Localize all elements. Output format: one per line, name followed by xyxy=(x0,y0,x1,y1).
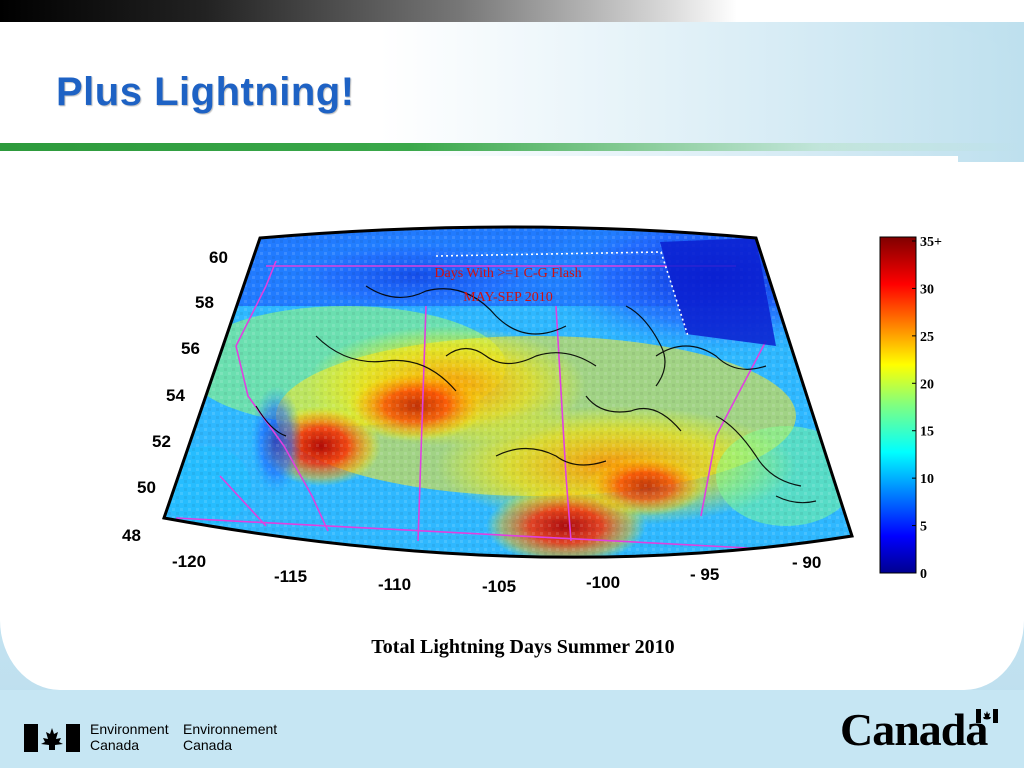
figure-caption: Total Lightning Days Summer 2010 xyxy=(371,636,675,658)
lon-label-105: -105 xyxy=(482,577,516,596)
colorbar-tick-label: 25 xyxy=(920,330,934,345)
latitude-labels: 60 58 56 54 52 50 48 xyxy=(122,248,228,545)
lat-label-48: 48 xyxy=(122,526,141,545)
department-en-line1: Environment xyxy=(90,721,169,737)
lon-label-120: -120 xyxy=(172,552,206,571)
map-inner-title-1: Days With >=1 C-G Flash xyxy=(434,266,581,281)
colorbar-tick-label: 5 xyxy=(920,520,927,535)
lat-label-56: 56 xyxy=(181,339,200,358)
canada-wordmark: Canada xyxy=(840,704,988,755)
lat-label-54: 54 xyxy=(166,386,185,405)
colorbar-tick-label: 10 xyxy=(920,472,934,487)
lon-label-110: -110 xyxy=(378,575,411,594)
lon-label-115: -115 xyxy=(274,567,307,586)
map-field xyxy=(164,227,852,558)
lightning-map: Days With >=1 C-G Flash MAY-SEP 2010 60 … xyxy=(122,225,942,596)
lon-label-90: - 90 xyxy=(792,553,821,572)
canada-flag-icon xyxy=(24,724,80,752)
lat-label-60: 60 xyxy=(209,248,228,267)
department-name-en: Environment Canada xyxy=(90,721,169,753)
footer-bar xyxy=(0,690,1024,768)
colorbar: 35+ 30 25 20 15 10 5 0 xyxy=(879,235,942,582)
map-inner-title-2: MAY-SEP 2010 xyxy=(463,290,553,305)
colorbar-tick-label: 35+ xyxy=(920,235,942,250)
colorbar-tick-label: 15 xyxy=(920,425,934,440)
colorbar-tick-label: 20 xyxy=(920,377,934,392)
colorbar-scale xyxy=(879,236,917,574)
lightning-map-figure: Days With >=1 C-G Flash MAY-SEP 2010 60 … xyxy=(116,156,958,630)
lon-label-100: -100 xyxy=(586,573,620,592)
title-underline xyxy=(0,143,1024,151)
panel-fade xyxy=(380,22,1024,162)
map-frame xyxy=(162,225,854,559)
lon-label-95: - 95 xyxy=(690,565,719,584)
slide-title: Plus Lightning! xyxy=(56,70,355,114)
department-en-line2: Canada xyxy=(90,737,140,753)
department-fr-line2: Canada xyxy=(183,737,233,753)
top-gradient-bar xyxy=(0,0,1024,22)
colorbar-tick-label: 30 xyxy=(920,282,934,297)
lat-label-58: 58 xyxy=(195,293,214,312)
department-fr-line1: Environnement xyxy=(183,721,278,737)
colorbar-tick-label: 0 xyxy=(920,567,927,582)
longitude-labels: -120 -115 -110 -105 -100 - 95 - 90 xyxy=(172,552,821,596)
lat-label-52: 52 xyxy=(152,432,171,451)
wordmark-flag-icon xyxy=(976,709,998,723)
department-name-fr: Environnement Canada xyxy=(183,721,277,753)
lat-label-50: 50 xyxy=(137,478,156,497)
